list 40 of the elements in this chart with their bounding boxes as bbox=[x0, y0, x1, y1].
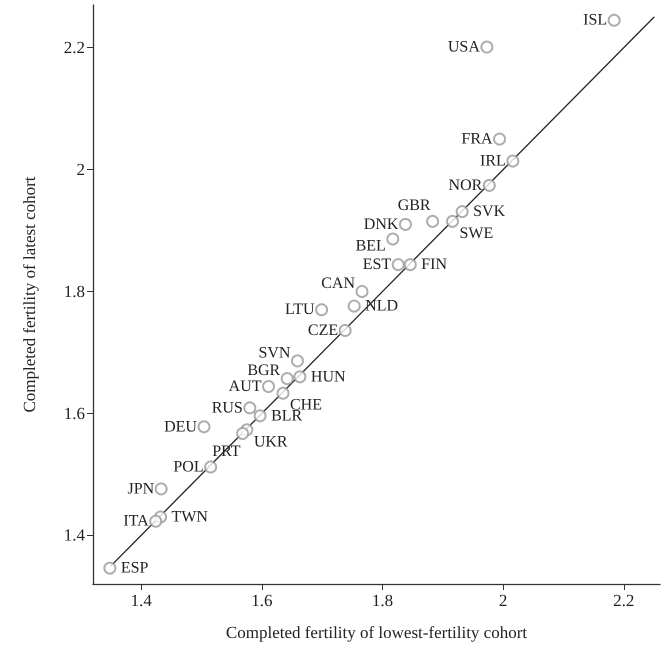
annotation: SWE bbox=[460, 224, 494, 242]
annotation: FIN bbox=[421, 256, 448, 274]
annotation: UKR bbox=[254, 433, 288, 450]
annotation: CAN bbox=[321, 274, 356, 292]
annotation: POL bbox=[173, 458, 204, 476]
y-tick-label: 2 bbox=[76, 160, 85, 180]
annotation: HUN bbox=[310, 368, 346, 386]
x-tick-label: 2 bbox=[498, 591, 508, 610]
x-tick-label: 1.4 bbox=[130, 591, 152, 610]
annotation: RUS bbox=[212, 399, 243, 416]
annotation: IRL bbox=[480, 152, 506, 170]
y-tick-label: 1.8 bbox=[64, 282, 85, 301]
annotation: BEL bbox=[356, 238, 386, 255]
annotation: FRA bbox=[461, 130, 493, 148]
annotation: AUT bbox=[228, 378, 262, 396]
annotation: GBR bbox=[398, 196, 431, 214]
annotation: SVK bbox=[473, 203, 506, 220]
annotation: JPN bbox=[127, 480, 155, 498]
y-axis-title: Completed fertility of latest cohort bbox=[20, 176, 39, 413]
annotation: USA bbox=[448, 38, 480, 56]
y-tick-label: 1.4 bbox=[64, 526, 86, 545]
annotation: EST bbox=[362, 256, 392, 274]
annotation: NOR bbox=[448, 176, 483, 194]
annotation: SVN bbox=[258, 344, 291, 362]
y-tick-label: 1.6 bbox=[64, 404, 85, 423]
annotation: DEU bbox=[164, 418, 198, 436]
y-tick-label: 2.2 bbox=[64, 38, 85, 58]
annotation: CZE bbox=[308, 322, 338, 339]
annotation: BGR bbox=[247, 362, 281, 380]
x-tick-label: 1.6 bbox=[251, 591, 273, 610]
annotation: DNK bbox=[364, 216, 399, 233]
x-tick-label: 2.2 bbox=[613, 591, 634, 610]
annotation: ISL bbox=[583, 12, 608, 29]
annotation: ESP bbox=[120, 560, 149, 577]
annotation: TWN bbox=[172, 508, 208, 526]
annotation: LTU bbox=[284, 301, 316, 318]
x-tick-label: 1.8 bbox=[372, 591, 394, 610]
x-axis-title: Completed fertility of lowest-fertility cohort bbox=[226, 623, 528, 642]
annotation: ITA bbox=[123, 512, 150, 530]
annotation: NLD bbox=[365, 298, 398, 315]
